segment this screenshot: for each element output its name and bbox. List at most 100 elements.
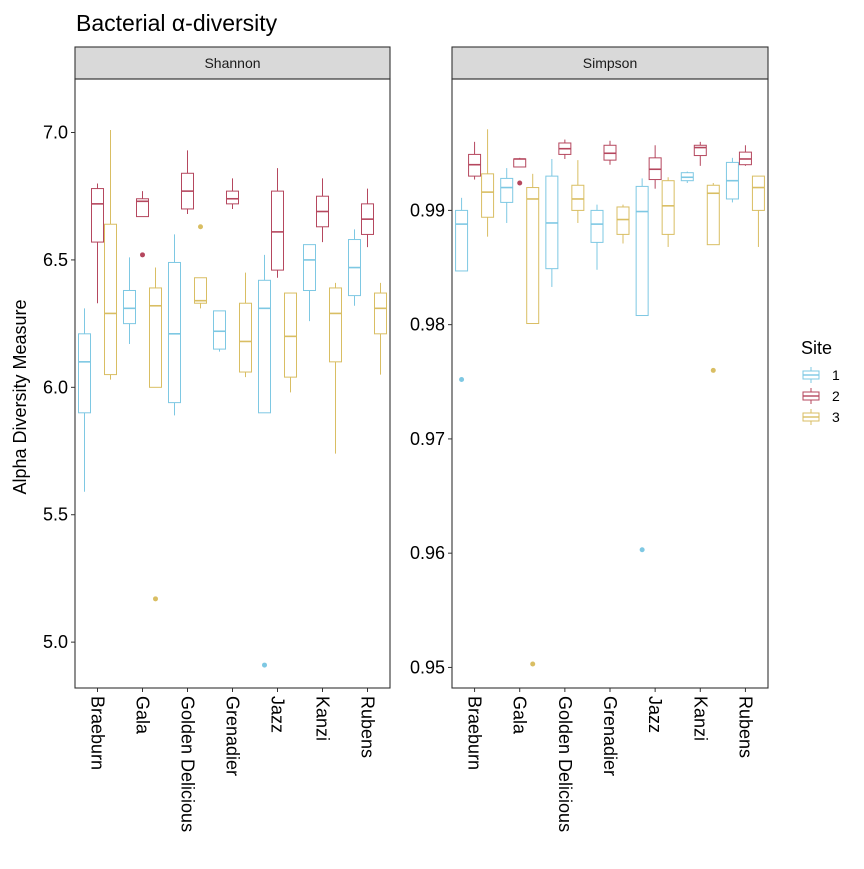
panel-border (451, 78, 769, 689)
x-tick-label: Golden Delicious (178, 696, 198, 832)
outlier-point (140, 252, 145, 258)
y-tick-label: 5.0 (43, 632, 68, 652)
box-body (284, 292, 297, 378)
x-tick-label: Golden Delicious (555, 696, 575, 832)
box-body (104, 223, 117, 376)
box-braeburn-site-1 (455, 197, 469, 383)
panel-shannon: Shannon 5.0 5.5 6.0 6.5 7.0 Braeburn Gala Golden… (43, 46, 391, 832)
box-body (635, 185, 649, 317)
box-golden-delicious-site-1 (545, 158, 559, 287)
box-jazz-site-1 (635, 178, 649, 553)
box-gala-site-2 (136, 191, 149, 258)
box-kanzi-site-1 (303, 244, 316, 322)
strip-label: Simpson (583, 55, 637, 71)
box-grenadier-site-1 (213, 310, 226, 352)
box-body (78, 333, 91, 414)
box-braeburn-site-3 (104, 129, 117, 380)
box-golden-delicious-site-2 (181, 150, 194, 215)
box-gala-site-2 (513, 157, 527, 186)
x-tick-label: Rubens (735, 696, 755, 758)
outlier-point (153, 596, 158, 602)
box-jazz-site-3 (661, 177, 675, 247)
box-body (374, 292, 387, 335)
outlier-point (710, 367, 716, 373)
box-rubens-site-1 (348, 229, 361, 306)
legend-title: Site (801, 338, 832, 358)
box-kanzi-site-3 (329, 282, 342, 454)
box-braeburn-site-2 (91, 183, 104, 304)
panel-border (74, 78, 391, 689)
outlier-point (517, 180, 523, 186)
box-body (513, 158, 527, 168)
box-body (271, 190, 284, 271)
x-tick-label: Braeburn (465, 696, 485, 770)
strip-background (451, 46, 769, 80)
box-body (329, 287, 342, 363)
box-body (590, 209, 604, 243)
x-tick-label: Kanzi (690, 696, 710, 741)
box-body (239, 302, 252, 373)
box-kanzi-site-3 (706, 182, 720, 373)
box-body (168, 261, 181, 404)
box-grenadier-site-3 (616, 204, 630, 244)
outlier-point (262, 662, 267, 668)
legend-label: 3 (832, 409, 840, 425)
box-body (616, 206, 630, 235)
panel-simpson: Simpson 0.95 0.96 0.97 0.98 0.99 Braeburn Gala G… (410, 46, 769, 832)
legend: 1 2 3 (802, 367, 840, 425)
box-rubens-site-2 (361, 188, 374, 248)
box-golden-delicious-site-1 (168, 234, 181, 416)
outlier-point (459, 377, 465, 383)
box-jazz-site-1 (258, 254, 271, 668)
box-body (661, 180, 675, 235)
box-body (500, 177, 514, 203)
box-jazz-site-2 (648, 145, 662, 189)
x-tick-label: Jazz (645, 696, 665, 733)
x-tick-label: Rubens (358, 696, 378, 758)
box-body (258, 279, 271, 414)
y-tick-label: 0.95 (410, 657, 445, 677)
x-tick-label: Braeburn (88, 696, 108, 770)
y-axis-title: Alpha Diversity Measure (10, 299, 30, 494)
box-grenadier-site-3 (239, 272, 252, 378)
y-tick-label: 6.0 (43, 377, 68, 397)
box-kanzi-site-2 (316, 178, 329, 243)
x-tick-label: Jazz (268, 696, 288, 733)
x-tick-label: Gala (133, 696, 153, 735)
box-body (303, 244, 316, 291)
y-tick-label: 0.99 (410, 200, 445, 220)
box-grenadier-site-1 (590, 204, 604, 270)
box-body (149, 287, 162, 388)
box-braeburn-site-3 (481, 129, 495, 237)
box-body (226, 190, 239, 205)
outlier-point (198, 224, 203, 230)
box-gala-site-3 (526, 173, 540, 667)
box-grenadier-site-2 (603, 140, 617, 165)
outlier-point (639, 547, 645, 553)
box-body (136, 198, 149, 218)
box-rubens-site-1 (725, 157, 739, 203)
box-golden-delicious-site-3 (194, 224, 207, 309)
x-tick-label: Grenadier (223, 696, 243, 776)
y-tick-label: 5.5 (43, 505, 68, 525)
box-body (213, 310, 226, 350)
legend-label: 1 (832, 367, 840, 383)
box-golden-delicious-site-3 (571, 160, 585, 223)
box-braeburn-site-2 (468, 141, 482, 180)
strip-label: Shannon (204, 55, 260, 71)
y-tick-label: 7.0 (43, 123, 68, 143)
outlier-point (530, 661, 536, 667)
box-body (571, 184, 585, 211)
box-gala-site-1 (123, 257, 136, 345)
box-body (123, 289, 136, 325)
box-jazz-site-3 (284, 292, 297, 393)
box-body (706, 184, 720, 246)
y-tick-label: 0.97 (410, 429, 445, 449)
box-kanzi-site-2 (693, 141, 707, 166)
box-body (693, 144, 707, 157)
box-braeburn-site-1 (78, 308, 91, 492)
x-tick-label: Kanzi (313, 696, 333, 741)
box-rubens-site-3 (751, 175, 765, 247)
